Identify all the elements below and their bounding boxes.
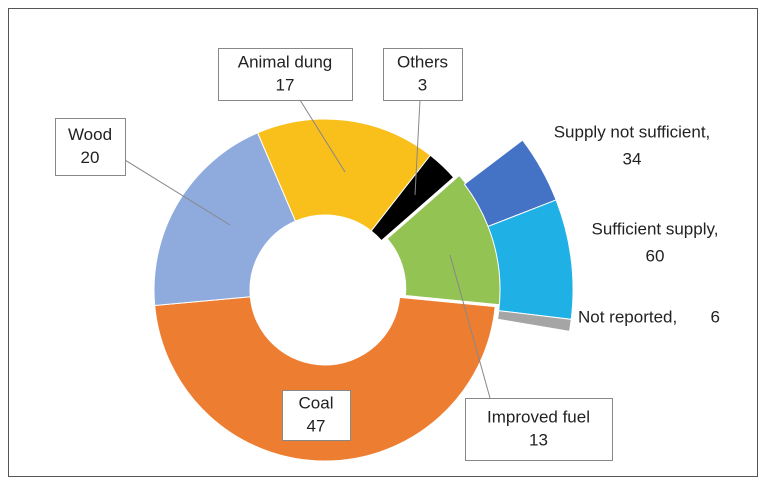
segment-label: Coal	[299, 393, 334, 412]
doughnut-segment	[370, 154, 455, 242]
leader-line	[124, 159, 231, 226]
doughnut-segment	[154, 296, 496, 462]
breakdown-label: Supply not sufficient,	[554, 122, 711, 141]
callout-box	[218, 48, 353, 101]
segment-label: Others	[397, 52, 448, 71]
callout-box	[383, 48, 463, 101]
breakdown-segment	[496, 310, 572, 332]
callout-box	[55, 118, 126, 176]
leader-line	[449, 254, 491, 399]
value-label: 47	[307, 416, 326, 435]
leader-line	[299, 99, 346, 173]
value-label: 20	[81, 148, 100, 167]
breakdown-label: Sufficient supply,	[592, 219, 719, 238]
doughnut-segment	[256, 118, 431, 232]
value-label: 13	[529, 430, 548, 449]
leader-line	[414, 99, 421, 196]
value-label: 17	[276, 75, 295, 94]
doughnut-segment	[153, 132, 297, 307]
segment-label: Wood	[68, 125, 112, 144]
segment-label: Animal dung	[238, 52, 333, 71]
breakdown-label: Not reported,	[578, 307, 677, 326]
callout-box	[465, 398, 613, 461]
segment-label: Improved fuel	[487, 407, 590, 426]
breakdown-value: 6	[711, 307, 720, 326]
value-label: 3	[418, 75, 427, 94]
breakdown-value: 34	[623, 149, 642, 168]
callout-box	[282, 390, 351, 441]
breakdown-value: 60	[646, 246, 665, 265]
